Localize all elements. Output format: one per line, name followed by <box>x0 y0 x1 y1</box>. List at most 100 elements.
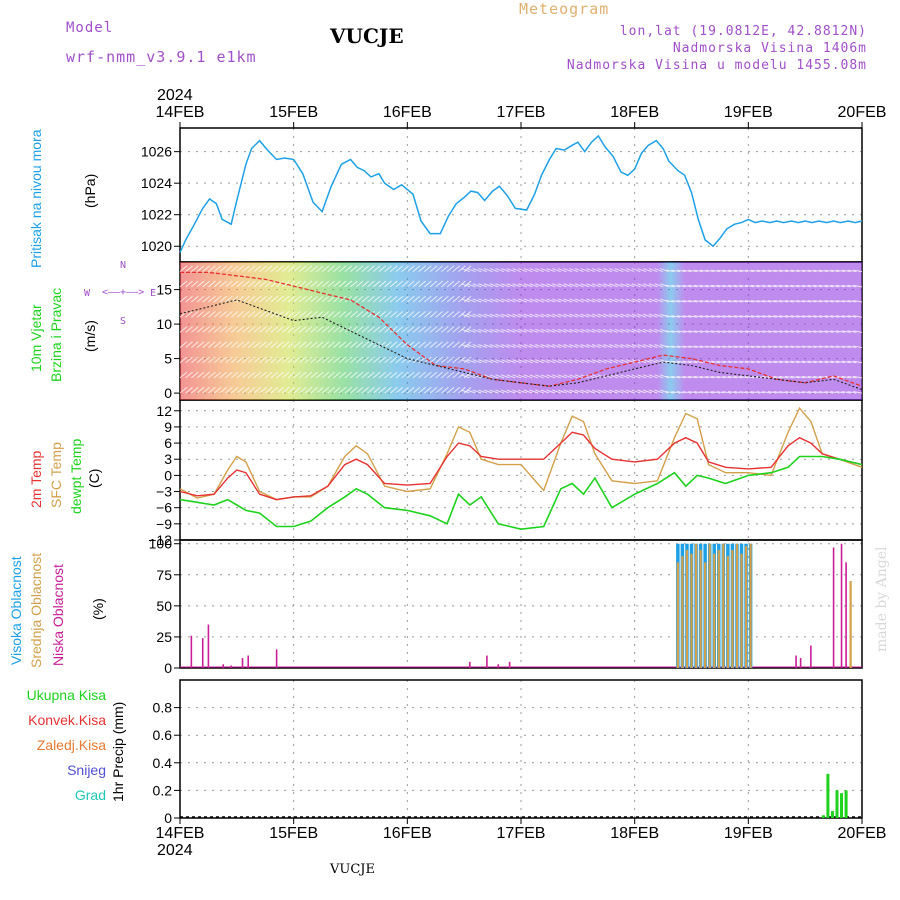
wind-barb <box>506 389 516 394</box>
wind-barb <box>648 389 658 394</box>
wind-barb <box>191 386 199 394</box>
wind-barb <box>407 265 415 273</box>
wind-barb <box>293 311 301 318</box>
wind-barb <box>219 341 227 348</box>
wind-barb <box>790 269 800 273</box>
wind-barb <box>219 280 227 288</box>
wind-barb <box>361 356 370 364</box>
wind-barb <box>716 375 726 379</box>
wind-barb <box>654 268 664 273</box>
wind-barb <box>790 315 800 318</box>
wind-barb <box>660 374 669 379</box>
y-tick-label: 0.4 <box>153 755 173 771</box>
year-label-bottom: 2024 <box>157 842 193 859</box>
wind-barb <box>441 356 449 364</box>
wind-barb <box>597 359 607 364</box>
wind-barb <box>603 344 613 349</box>
wind-barb <box>728 375 738 379</box>
wind-barb <box>699 284 709 288</box>
wind-barb <box>242 341 250 348</box>
wind-barb <box>824 360 834 364</box>
wind-barb <box>191 280 199 288</box>
wind-barb <box>483 359 493 364</box>
wind-barb <box>355 386 364 394</box>
wind-barb <box>762 315 772 318</box>
wind-barb <box>574 268 584 273</box>
wind-barb <box>446 356 455 364</box>
wind-barb <box>179 386 188 394</box>
wind-barb <box>540 389 550 394</box>
wind-barb <box>688 360 698 364</box>
wind-barb <box>179 280 188 288</box>
wind-barb <box>287 295 296 303</box>
wind-barb <box>299 265 307 273</box>
wind-barb <box>779 345 789 349</box>
wind-barb <box>756 330 766 333</box>
mid-cloud-bar <box>681 556 684 668</box>
product-name: Meteogram <box>519 0 610 18</box>
y-tick-label: −12 <box>148 532 172 548</box>
wind-barb <box>540 374 550 379</box>
wind-barb <box>501 389 510 394</box>
wind-barb <box>372 295 381 303</box>
wind-barb <box>722 315 732 318</box>
wind-barb <box>196 311 205 318</box>
wind-barb <box>824 284 834 288</box>
wind-barb <box>501 328 510 333</box>
wind-barb <box>574 328 584 333</box>
wind-barb <box>710 345 721 349</box>
wind-barb <box>355 341 364 348</box>
wind-barb <box>304 311 313 318</box>
wind-barb <box>418 311 426 318</box>
wind-barb <box>225 341 233 348</box>
wind-barb <box>801 315 811 318</box>
wind-barb <box>472 328 482 333</box>
wind-barb <box>563 344 573 349</box>
wind-barb <box>321 356 330 364</box>
wind-barb <box>225 311 233 318</box>
wind-barb <box>333 280 341 288</box>
wind-barb <box>643 328 652 333</box>
wind-barb <box>316 295 324 303</box>
wind-barb <box>429 341 438 348</box>
wind-barb <box>699 315 709 318</box>
wind-barb <box>446 280 455 288</box>
wind-barb <box>830 375 840 379</box>
wind-barb <box>739 269 749 273</box>
wind-barb <box>824 315 834 318</box>
legend-snow: Snijeg <box>67 762 106 778</box>
wind-barb <box>506 268 516 273</box>
chart-title: VUCJE <box>330 24 404 48</box>
wind-barb <box>196 265 205 273</box>
x-tick-label-bottom: 20FEB <box>838 825 887 842</box>
wind-barb <box>654 313 664 318</box>
x-tick-label-bottom: 15FEB <box>269 825 318 842</box>
wind-barb <box>796 345 806 349</box>
wind-barb <box>631 298 641 303</box>
wind-barb <box>557 328 567 333</box>
wind-barb <box>818 360 828 364</box>
wind-barb <box>807 330 817 333</box>
wind-barb <box>333 326 341 333</box>
wind-barb <box>671 330 681 333</box>
wind-barb <box>813 284 823 288</box>
wind-barb <box>745 391 755 394</box>
wind-barb <box>745 299 755 303</box>
wind-barb <box>424 295 432 303</box>
wind-barb <box>333 386 341 394</box>
wind-barb <box>333 356 341 364</box>
wind-barb <box>501 283 510 288</box>
wind-barb <box>316 280 324 288</box>
wind-barb <box>841 330 851 333</box>
y-tick-label: −6 <box>156 500 172 516</box>
wind-barb <box>676 269 686 273</box>
wind-barb <box>276 341 284 348</box>
wind-barb <box>586 389 596 394</box>
wind-barb <box>767 345 777 349</box>
wind-barb <box>529 283 539 288</box>
wind-barb <box>299 356 307 364</box>
wind-barb <box>824 299 834 303</box>
precip-bar <box>821 815 825 818</box>
wind-barb <box>299 280 307 288</box>
wind-barb <box>247 356 256 364</box>
